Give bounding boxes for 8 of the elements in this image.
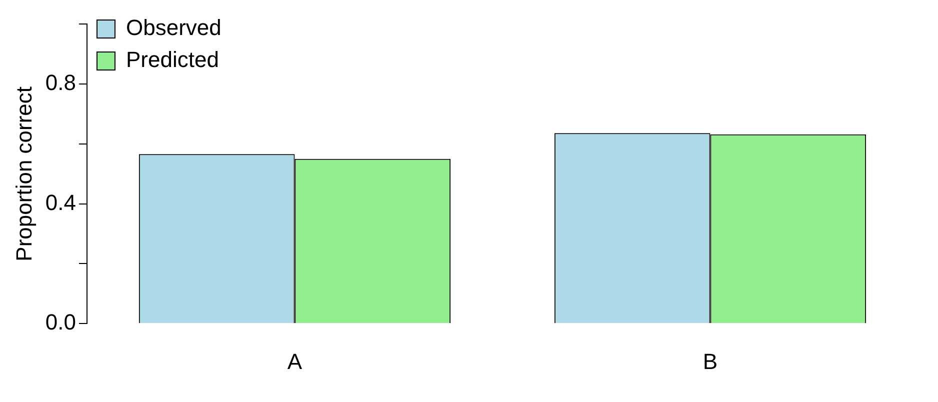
y-tick-label: 0.4 — [45, 190, 76, 215]
y-tick-label: 0.0 — [45, 310, 76, 335]
y-axis-title: Proportion correct — [11, 86, 36, 262]
y-tick-label: 0.8 — [45, 70, 76, 96]
legend-label: Predicted — [126, 47, 219, 72]
legend-label: Observed — [126, 15, 222, 40]
x-tick-label: B — [702, 348, 718, 374]
x-tick-label: A — [287, 348, 302, 374]
